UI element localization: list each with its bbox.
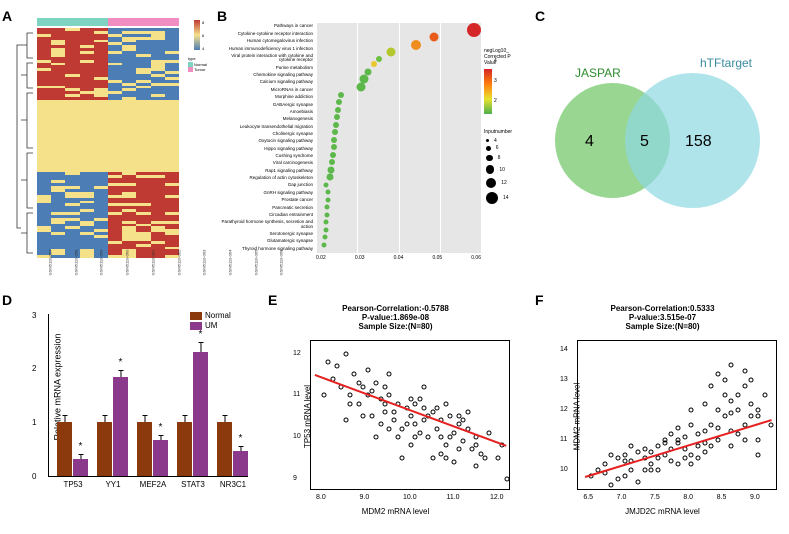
dotplot-legend: negLog10_ Corrected P Value 4 3 2 Inputn… <box>484 48 512 206</box>
scatter-xlabel: JMJD2C mRNA level <box>625 507 700 516</box>
scatter-area: 6.57.07.58.08.59.01011121314 <box>577 340 777 490</box>
panel-label-a: A <box>2 8 12 24</box>
heatmap-colorbar <box>194 20 200 50</box>
venn-count-intersection: 5 <box>640 133 649 151</box>
bar-legend: Normal UM <box>190 310 231 331</box>
dendrogram-icon <box>15 28 35 258</box>
heatmap-legend: type Normal Tumor <box>188 56 207 72</box>
heatmap-panel: 8 6 4 type Normal Tumor GSM5110-057GSM51… <box>12 18 212 283</box>
scatter-panel-f: Pearson-Correlation:0.5333P-value:3.515e… <box>535 302 789 522</box>
colorbar-tick: 8 <box>202 20 204 25</box>
colorbar-tick: 4 <box>202 46 204 51</box>
scatter-xlabel: MDM2 mRNA level <box>362 507 430 516</box>
bar-chart-area: *TP53*YY1*MEF2A*STAT3*NR3C1 <box>48 314 248 477</box>
heatmap-group-bar <box>37 18 179 26</box>
scatter-title: Pearson-Correlation:-0.5788P-value:1.869… <box>342 304 449 331</box>
venn-count-htf: 158 <box>685 133 712 151</box>
heatmap-xlabels: GSM5110-057GSM5110-058GSM5110-059GSM5110… <box>37 260 179 265</box>
dotplot-xaxis: 0.020.030.040.050.06 <box>316 255 481 261</box>
bar-chart-panel: Relative mRNA expression 0 1 2 3 *TP53*Y… <box>10 302 255 522</box>
dotplot-area <box>316 23 481 253</box>
venn-panel: JASPAR hTFtarget 4 5 158 <box>535 18 775 283</box>
colorbar-tick: 6 <box>202 33 204 38</box>
scatter-panel-e: Pearson-Correlation:-0.5788P-value:1.869… <box>268 302 523 522</box>
scatter-area: 8.09.010.011.012.09101112 <box>310 340 510 490</box>
venn-count-jaspar: 4 <box>585 133 594 151</box>
heatmap-grid <box>37 28 179 258</box>
dotplot-ylabels: Pathways in cancerCytokine-cytokine rece… <box>218 23 313 253</box>
venn-label-htf: hTFtarget <box>700 56 752 70</box>
venn-label-jaspar: JASPAR <box>575 66 621 80</box>
dotplot-panel: Pathways in cancerCytokine-cytokine rece… <box>218 18 508 283</box>
scatter-title: Pearson-Correlation:0.5333P-value:3.515e… <box>610 304 714 331</box>
